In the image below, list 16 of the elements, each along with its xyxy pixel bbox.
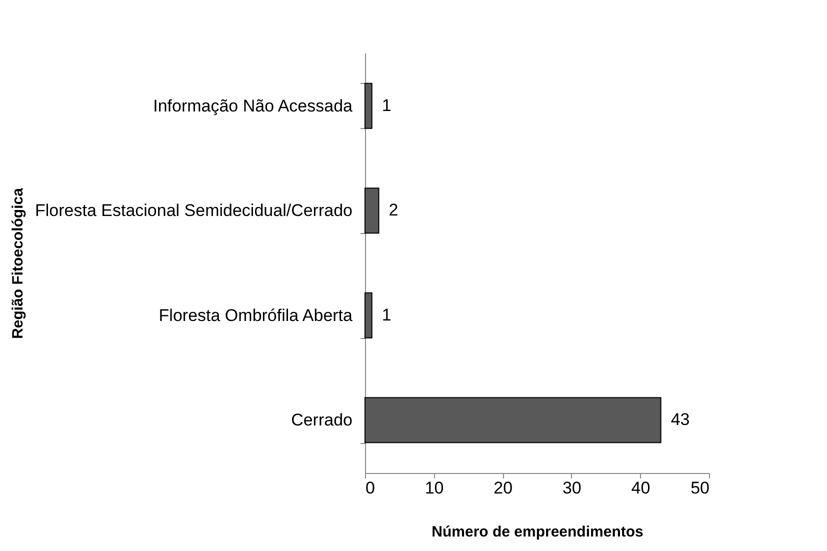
y-tick-label: Cerrado	[291, 410, 352, 430]
y-axis-title: Região Fitoecológica	[10, 187, 26, 339]
y-tick-label: Floresta Estacional Semidecidual/Cerrado	[35, 201, 352, 220]
x-tick-label: 0	[366, 478, 375, 498]
x-tick-label: 30	[562, 478, 582, 498]
x-axis-title: Número de empreendimentos	[432, 524, 644, 540]
x-tick-label: 10	[424, 478, 444, 498]
data-label: 1	[382, 305, 392, 324]
y-tick-label: Floresta Ombrófila Aberta	[158, 306, 354, 325]
y-tick-label: Informação Não Acessada	[153, 96, 354, 116]
data-label: 43	[670, 410, 690, 430]
x-tick-label: 40	[631, 478, 650, 498]
data-label: 1	[382, 96, 392, 115]
x-tick-label: 50	[690, 478, 710, 498]
x-tick-label: 20	[494, 478, 513, 498]
data-label: 2	[388, 200, 398, 220]
